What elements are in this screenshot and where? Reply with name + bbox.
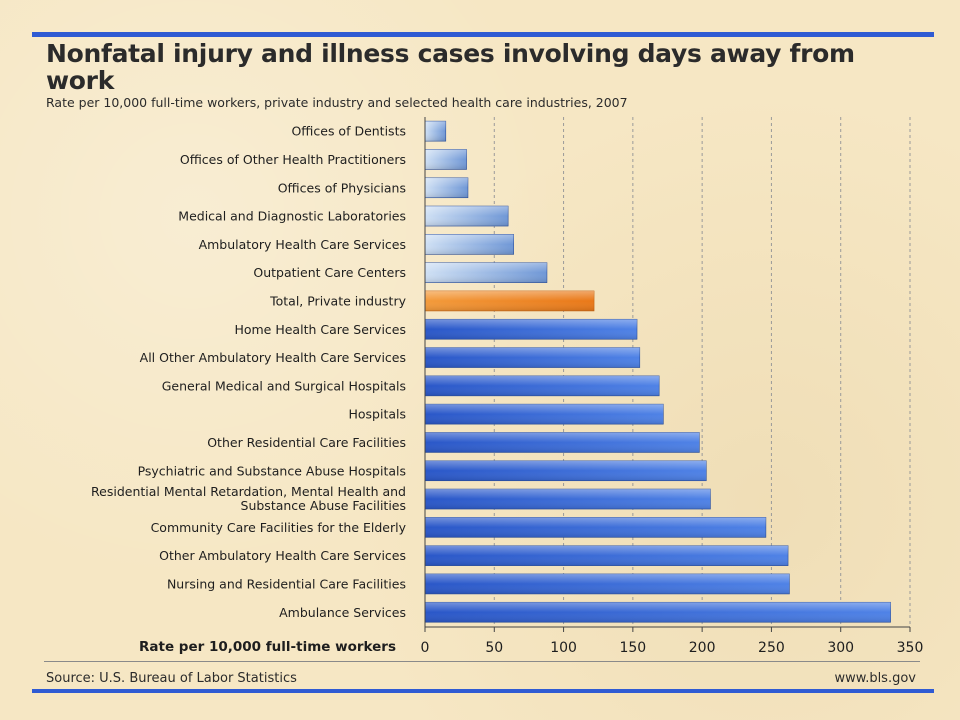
x-tick-label: 300 <box>827 640 854 656</box>
bar-shine <box>425 517 766 538</box>
bar-shine <box>425 545 789 566</box>
category-label: Home Health Care Services <box>234 322 406 337</box>
bar-shine <box>425 432 700 453</box>
x-tick-label: 50 <box>485 640 503 656</box>
category-label: Community Care Facilities for the Elderl… <box>151 520 407 535</box>
category-label: Offices of Other Health Practitioners <box>180 152 406 167</box>
category-labels: Offices of Dentists Offices of Other Heal… <box>91 124 407 620</box>
bar-shine <box>425 234 514 255</box>
bottom-rule <box>32 689 934 693</box>
bar-shine <box>425 573 790 594</box>
category-label: Other Ambulatory Health Care Services <box>159 548 406 563</box>
category-label: Ambulatory Health Care Services <box>199 237 406 252</box>
x-axis: 0 50 100 150 200 250 300 350 Rate per 10,000 ful… <box>139 117 923 656</box>
website-link[interactable]: www.bls.gov <box>834 671 916 686</box>
category-label: Hospitals <box>348 407 406 422</box>
bar-shine <box>425 489 711 510</box>
x-tick-label: 100 <box>550 640 577 656</box>
top-rule <box>32 32 934 37</box>
category-label: Offices of Dentists <box>291 124 406 139</box>
bar-shine <box>425 290 595 311</box>
bar-shine <box>425 347 640 368</box>
category-label: Residential Mental Retardation, Mental H… <box>91 484 406 513</box>
bar-shine <box>425 206 509 227</box>
bars <box>424 120 891 623</box>
x-tick-label: 350 <box>897 640 924 656</box>
bar-shine <box>425 262 547 283</box>
category-label: Outpatient Care Centers <box>253 265 406 280</box>
bar-shine <box>425 460 707 481</box>
category-label: General Medical and Surgical Hospitals <box>162 378 406 393</box>
bar-shine <box>425 404 664 425</box>
chart-title: Nonfatal injury and illness cases involv… <box>46 39 855 95</box>
bar-shine <box>425 375 660 396</box>
x-axis-label: Rate per 10,000 full-time workers <box>139 639 396 655</box>
x-tick-label: 150 <box>619 640 646 656</box>
source-divider <box>44 661 920 662</box>
bar-shine <box>425 602 891 623</box>
bar-shine <box>425 149 467 170</box>
grid-lines <box>493 117 911 627</box>
bar-shine <box>425 177 468 198</box>
source-note: Source: U.S. Bureau of Labor Statistics <box>46 671 297 686</box>
category-label: Medical and Diagnostic Laboratories <box>178 209 406 224</box>
category-label: Total, Private industry <box>269 293 406 308</box>
x-tick-label: 0 <box>421 640 430 656</box>
chart-subtitle: Rate per 10,000 full-time workers, priva… <box>46 95 628 110</box>
category-label: Ambulance Services <box>279 605 406 620</box>
category-label: Nursing and Residential Care Facilities <box>167 576 406 591</box>
category-label: Psychiatric and Substance Abuse Hospital… <box>138 463 406 478</box>
bar-shine <box>425 319 638 340</box>
category-label: Offices of Physicians <box>278 180 406 195</box>
x-tick-label: 200 <box>689 640 716 656</box>
category-label: All Other Ambulatory Health Care Service… <box>140 350 406 365</box>
x-tick-label: 250 <box>758 640 785 656</box>
category-label: Other Residential Care Facilities <box>207 435 406 450</box>
bar-shine <box>425 121 446 142</box>
